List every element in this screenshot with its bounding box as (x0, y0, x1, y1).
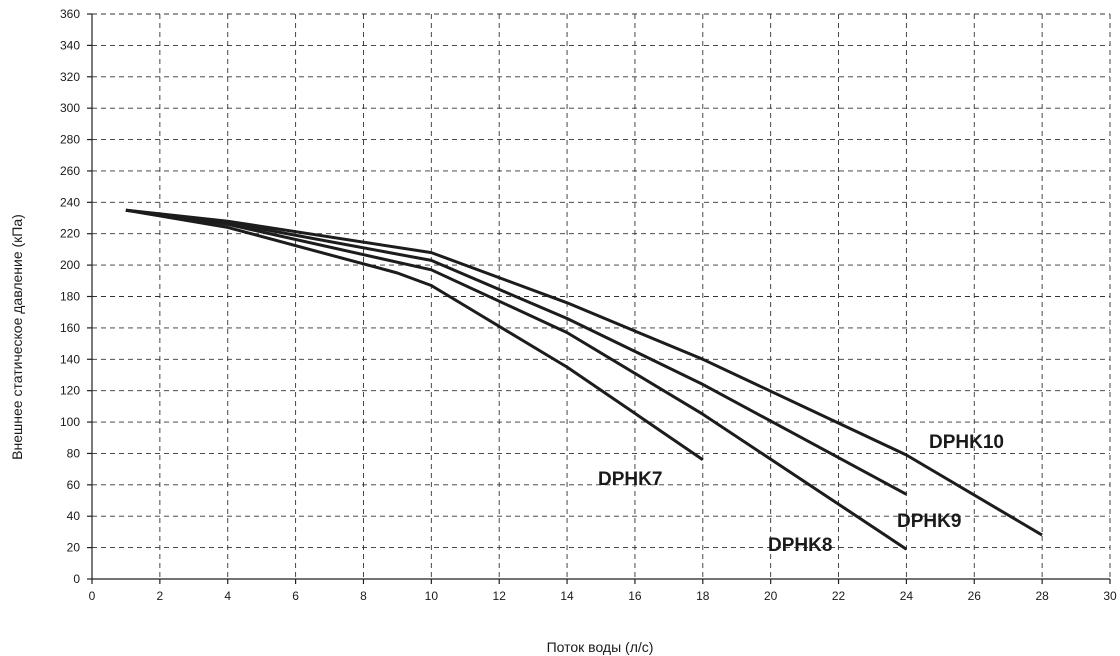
y-tick-label: 140 (60, 352, 80, 366)
y-tick-label: 20 (67, 541, 81, 555)
series-line-dphk10 (125, 208, 1043, 537)
y-axis-title: Внешнее статическое давление (кПа) (9, 214, 25, 460)
x-tick-label: 30 (1103, 589, 1117, 603)
x-tick-label: 6 (292, 589, 299, 603)
x-tick-label: 22 (832, 589, 846, 603)
series-labels: DPHK7 DPHK8 DPHK9 DPHK10 (598, 432, 1004, 556)
y-tick-label: 160 (60, 321, 80, 335)
series-label-dphk9: DPHK9 (897, 511, 961, 532)
x-tick-label: 2 (157, 589, 164, 603)
y-tick-label: 100 (60, 415, 80, 429)
series-line-dphk8 (125, 208, 908, 551)
series-label-dphk10: DPHK10 (929, 432, 1004, 453)
y-tick-label: 300 (60, 101, 80, 115)
x-tick-label: 28 (1035, 589, 1049, 603)
y-tick-label: 200 (60, 258, 80, 272)
x-tick-label: 26 (968, 589, 982, 603)
y-tick-label: 220 (60, 227, 80, 241)
series-line-dphk9 (125, 208, 908, 496)
y-tick-label: 80 (67, 446, 81, 460)
y-tick-label: 240 (60, 195, 80, 209)
series-line-dphk7 (125, 208, 704, 461)
x-tick-label: 16 (628, 589, 642, 603)
y-tick-label: 60 (67, 478, 81, 492)
x-tick-label: 0 (89, 589, 96, 603)
x-tick-label: 20 (764, 589, 778, 603)
series-label-dphk8: DPHK8 (768, 535, 832, 556)
series-lines (125, 208, 1043, 551)
x-tick-label: 8 (360, 589, 367, 603)
y-tick-label: 120 (60, 384, 80, 398)
y-tick-label: 260 (60, 164, 80, 178)
y-tick-label: 320 (60, 70, 80, 84)
x-tick-label: 14 (560, 589, 574, 603)
y-tick-label: 0 (73, 572, 80, 586)
series-label-dphk7: DPHK7 (598, 469, 662, 490)
gridlines (92, 13, 1111, 579)
y-tick-label: 340 (60, 38, 80, 52)
tick-labels: 0 2 4 6 8 10 12 14 16 18 20 22 24 26 28 300204060801001… (60, 7, 1117, 603)
y-tick-label: 360 (60, 7, 80, 21)
x-axis-title: Поток воды (л/с) (547, 639, 654, 655)
x-tick-label: 18 (696, 589, 710, 603)
x-tick-label: 4 (224, 589, 231, 603)
y-tick-label: 180 (60, 290, 80, 304)
axes (87, 13, 1111, 584)
y-tick-label: 40 (67, 509, 81, 523)
x-tick-label: 24 (900, 589, 914, 603)
y-tick-label: 280 (60, 133, 80, 147)
x-tick-label: 10 (425, 589, 439, 603)
x-tick-label: 12 (493, 589, 507, 603)
